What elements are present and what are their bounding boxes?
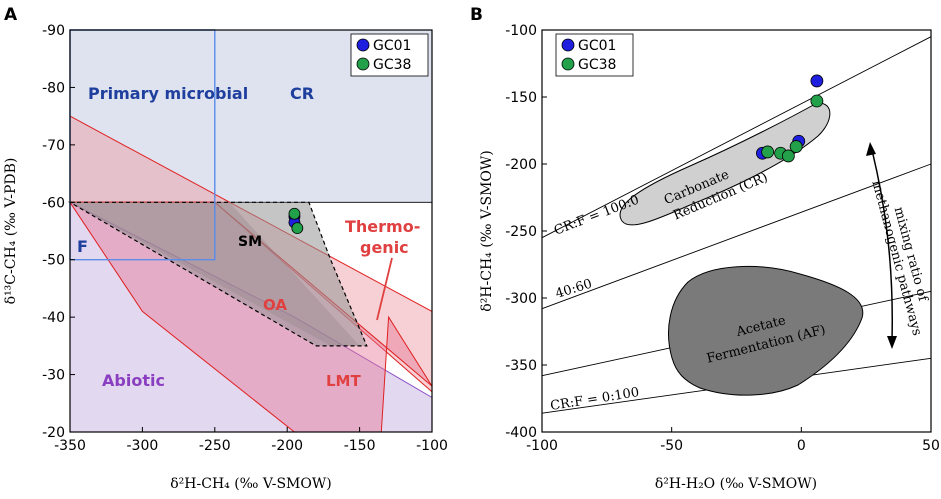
panel-a-y-axis-label: δ¹³C-CH₄ (‰ V-PDB) xyxy=(3,158,19,305)
panel-a-ticks: -350 -300 -250 -200 -150 -100 -90 -80 -70 -60 -50 -… xyxy=(42,23,448,454)
legend-marker-gc38 xyxy=(356,57,370,71)
label-lmt: LMT xyxy=(326,372,361,390)
mixing-arrow: mixing ratio of methanogenic pathways xyxy=(866,142,930,349)
legend-marker-gc01 xyxy=(561,38,575,52)
mixing-arrow-shaft xyxy=(871,149,893,341)
mixing-arrow-head-bottom xyxy=(887,336,897,349)
thermogenic-pointer xyxy=(376,257,393,321)
y-tick-label: -350 xyxy=(505,358,537,374)
legend-label-gc01: GC01 xyxy=(578,38,616,54)
y-tick-label: -40 xyxy=(42,310,65,326)
label-f: F xyxy=(77,237,88,256)
x-tick-label: -300 xyxy=(127,438,159,454)
y-tick-label: -30 xyxy=(42,368,65,384)
mixing-line-0 xyxy=(541,36,932,239)
point-gc38 xyxy=(789,140,803,153)
label-oa: OA xyxy=(263,296,287,314)
x-tick-label: -200 xyxy=(271,438,303,454)
x-tick-label: -100 xyxy=(526,438,558,454)
panel-b-mixing-lines xyxy=(541,36,932,414)
x-tick-label: -150 xyxy=(344,438,376,454)
region-sm xyxy=(67,201,368,347)
y-tick-label: -200 xyxy=(505,157,537,173)
y-tick-label: -90 xyxy=(42,23,65,39)
label-primary-microbial: Primary microbial xyxy=(88,84,248,103)
panel-b-y-axis-label: δ²H-CH₄ (‰ V-SMOW) xyxy=(479,150,495,311)
y-tick-label: -20 xyxy=(42,425,65,441)
y-tick-label: -50 xyxy=(42,253,65,269)
panel-a-region-labels: Primary microbial CR F SM OA Thermo- gen… xyxy=(77,84,420,390)
panel-a-plot-frame xyxy=(69,29,433,433)
panel-b-legend: GC01 GC38 xyxy=(555,33,634,77)
panel-b-points xyxy=(756,74,824,163)
af-field xyxy=(668,266,864,396)
mixing-line-1 xyxy=(541,163,932,310)
panel-b-label: B xyxy=(470,5,483,25)
y-tick-label: -80 xyxy=(42,80,65,96)
label-sm: SM xyxy=(238,234,262,250)
point-gc38 xyxy=(810,94,824,108)
legend-label-gc01: GC01 xyxy=(373,38,411,54)
cr-field xyxy=(619,102,831,226)
panel-b: B -100 -50 0 50 -100 -150 -200 -250 -300 -350 -400… xyxy=(470,5,940,492)
label-abiotic: Abiotic xyxy=(102,371,165,390)
y-tick-label: -70 xyxy=(42,138,65,154)
legend-label-gc38: GC38 xyxy=(578,57,616,73)
y-tick-label: -400 xyxy=(505,425,537,441)
panel-a-regions xyxy=(67,29,433,433)
point-gc01 xyxy=(810,74,824,88)
point-gc38 xyxy=(288,207,301,220)
panel-a-points xyxy=(288,207,304,235)
y-tick-label: -250 xyxy=(505,224,537,240)
x-tick-label: 0 xyxy=(797,438,806,454)
point-gc38 xyxy=(781,149,795,163)
point-gc38 xyxy=(761,145,775,159)
line-label-0-100: CR:F = 0:100 xyxy=(549,385,640,414)
panel-b-line-labels: CR:F = 100:0 40:60 CR:F = 0:100 xyxy=(549,193,641,414)
mixing-arrow-head-top xyxy=(866,142,876,156)
y-tick-label: -60 xyxy=(42,195,65,211)
legend-label-gc38: GC38 xyxy=(373,57,411,73)
y-tick-label: -100 xyxy=(505,23,537,39)
panel-a: A -350 -300 -250 -200 -150 -100 -90 -80 -70 -60 -5… xyxy=(3,5,448,492)
line-label-40-60: 40:60 xyxy=(554,277,594,302)
x-tick-label: -250 xyxy=(199,438,231,454)
label-thermogenic-1: Thermo- xyxy=(345,217,420,236)
legend-marker-gc38 xyxy=(561,57,575,71)
label-thermogenic-2: genic xyxy=(360,238,409,257)
panel-a-label: A xyxy=(4,5,18,25)
panel-b-ticks: -100 -50 0 50 -100 -150 -200 -250 -300 -350 -400 xyxy=(505,23,940,454)
label-cr: CR xyxy=(290,84,314,103)
x-tick-label: -100 xyxy=(416,438,448,454)
x-tick-label: 50 xyxy=(922,438,940,454)
y-tick-label: -300 xyxy=(505,291,537,307)
x-tick-label: -50 xyxy=(660,438,683,454)
panel-a-legend: GC01 GC38 xyxy=(350,33,429,77)
y-tick-label: -150 xyxy=(505,90,537,106)
legend-marker-gc01 xyxy=(356,38,370,52)
panel-b-x-axis-label: δ²H-H₂O (‰ V-SMOW) xyxy=(655,476,817,492)
x-tick-label: -350 xyxy=(54,438,86,454)
point-gc38 xyxy=(291,222,304,235)
panel-a-x-axis-label: δ²H-CH₄ (‰ V-SMOW) xyxy=(170,476,331,492)
